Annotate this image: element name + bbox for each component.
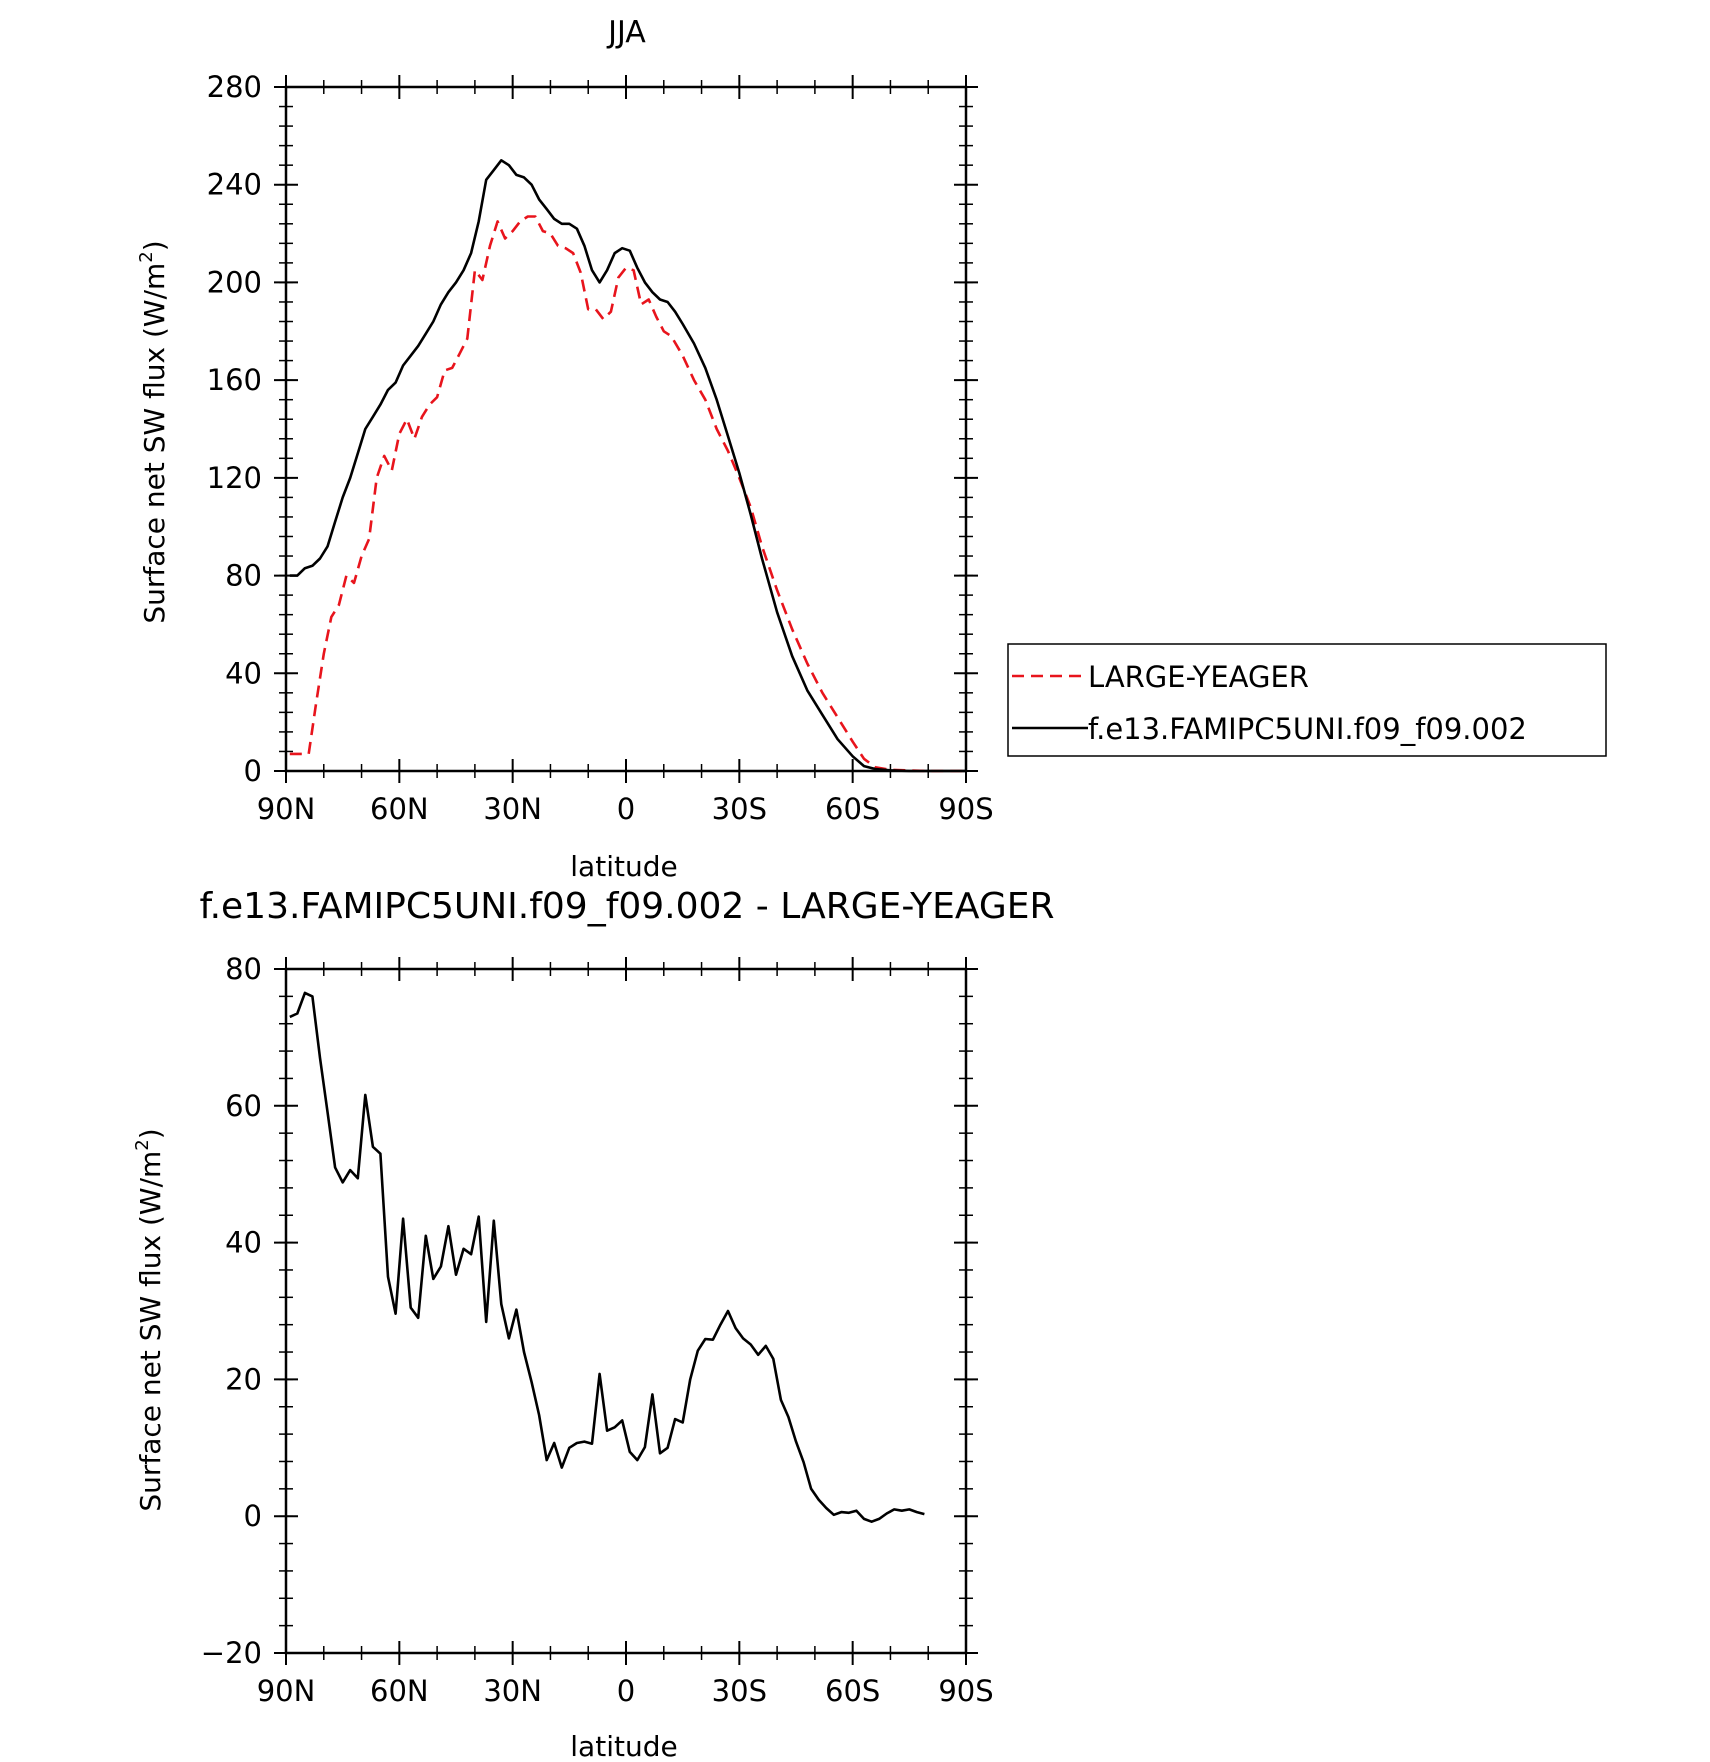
bottom-ylabel: Surface net SW flux (W/m2) — [132, 1128, 167, 1511]
y-tick-label: 200 — [207, 265, 262, 299]
series-line-1 — [289, 159, 966, 773]
x-tick-label: 30N — [483, 792, 542, 826]
x-tick-label: 60N — [370, 792, 429, 826]
top-xlabel: latitude — [570, 850, 677, 883]
x-tick-label: 60N — [370, 1674, 429, 1708]
x-tick-label: 90S — [938, 792, 993, 826]
series-line-0 — [289, 215, 966, 773]
top-title: JJA — [606, 15, 646, 50]
bottom-title: f.e13.FAMIPC5UNI.f09_f09.002 - LARGE-YEA… — [200, 886, 1055, 927]
bottom-xlabel: latitude — [570, 1730, 677, 1762]
top-ylabel: Surface net SW flux (W/m2) — [136, 240, 171, 623]
legend: LARGE-YEAGER f.e13.FAMIPC5UNI.f09_f09.00… — [1007, 643, 1607, 757]
y-tick-label: 160 — [207, 363, 262, 397]
top-panel: JJA 90N 60N 30N 0 30S 60S 90S 0 40 80 120 160 200 240… — [136, 15, 1607, 883]
x-tick-label: 30S — [712, 1674, 767, 1708]
x-tick-label: 30S — [712, 792, 767, 826]
x-tick-label: 90S — [938, 1674, 993, 1708]
y-tick-label: 60 — [225, 1089, 262, 1123]
legend-box — [1007, 643, 1607, 757]
legend-label-large-yeager: LARGE-YEAGER — [1088, 660, 1309, 694]
plot-frame — [284, 967, 968, 1655]
bottom-panel: f.e13.FAMIPC5UNI.f09_f09.002 - LARGE-YEA… — [132, 886, 1054, 1762]
x-tick-label: 60S — [825, 792, 880, 826]
x-tick-label: 0 — [617, 1674, 635, 1708]
y-tick-label: 120 — [207, 461, 262, 495]
x-tick-label: 30N — [483, 1674, 542, 1708]
x-tick-label: 90N — [257, 792, 316, 826]
bottom-plot-area: 90N 60N 30N 0 30S 60S 90S −20 0 20 40 60 80 — [201, 952, 994, 1708]
series-line-0 — [289, 991, 925, 1523]
x-tick-label: 0 — [617, 792, 635, 826]
y-tick-label: −20 — [201, 1636, 262, 1670]
y-tick-label: 0 — [244, 1499, 262, 1533]
y-tick-label: 80 — [225, 952, 262, 986]
y-tick-label: 40 — [225, 656, 262, 690]
y-tick-label: 240 — [207, 168, 262, 202]
y-tick-label: 280 — [207, 70, 262, 104]
y-tick-label: 20 — [225, 1362, 262, 1396]
y-tick-label: 0 — [244, 754, 262, 788]
y-tick-label: 80 — [225, 559, 262, 593]
y-tick-label: 40 — [225, 1226, 262, 1260]
x-tick-label: 60S — [825, 1674, 880, 1708]
top-plot-area: 90N 60N 30N 0 30S 60S 90S 0 40 80 120 160 200 240 280 — [207, 70, 994, 826]
legend-label-famipc5uni: f.e13.FAMIPC5UNI.f09_f09.002 — [1088, 712, 1527, 746]
x-tick-label: 90N — [257, 1674, 316, 1708]
plot-frame — [284, 85, 968, 773]
